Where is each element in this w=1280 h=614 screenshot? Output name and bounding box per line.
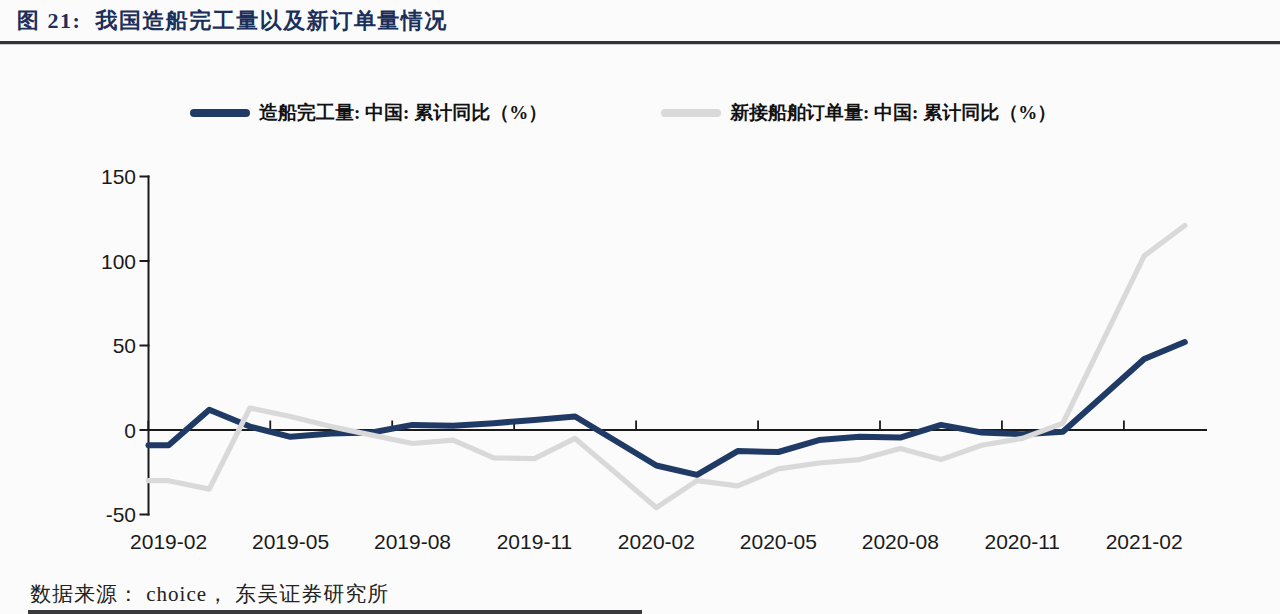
x-tick-label: 2020-08 [862,530,939,553]
line-chart: 150 100 50 0 -50 2019-02 2019-05 2019-08 2019-11… [0,0,1280,614]
y-tick-label: 50 [113,334,136,357]
y-tick-label: 150 [101,165,136,188]
x-tick-label: 2019-05 [252,530,329,553]
y-tick-label: -50 [106,503,136,526]
x-tick-label: 2020-02 [618,530,695,553]
x-tick-label: 2021-02 [1106,530,1183,553]
y-tick-label: 0 [124,419,136,442]
data-source-note: 数据来源： choice， 东吴证券研究所 [30,580,389,608]
x-tick-label: 2020-05 [740,530,817,553]
x-tick-label: 2019-02 [130,530,207,553]
x-tick-label: 2019-11 [497,530,573,553]
report-figure-page: 图 21: 我国造船完工量以及新订单量情况 造船完工量: 中国: 累计同比（%）… [0,0,1280,614]
x-tick-label: 2019-08 [374,530,451,553]
y-tick-label: 100 [101,250,136,273]
footer-bar [28,610,642,614]
x-tick-label: 2020-11 [984,530,1060,553]
completion-line [149,342,1185,475]
